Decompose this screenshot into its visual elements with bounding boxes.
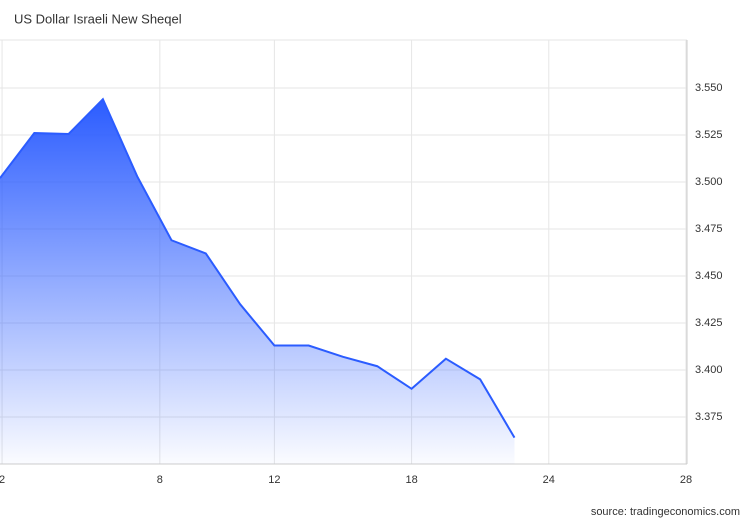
x-tick-label: 18 xyxy=(405,474,417,486)
line xyxy=(0,97,516,439)
y-tick-label: 3.500 xyxy=(695,176,723,188)
y-tick-label: 3.525 xyxy=(695,129,723,141)
y-tick-label: 3.475 xyxy=(695,223,723,235)
y-tick-label: 3.375 xyxy=(695,411,723,423)
y-tick-label: 3.450 xyxy=(695,270,723,282)
y-tick-label: 3.400 xyxy=(695,364,723,376)
x-tick-label: 24 xyxy=(543,474,555,486)
x-tick-label: 8 xyxy=(157,474,163,486)
area-fill xyxy=(0,99,515,464)
source: source: tradingeconomics.com xyxy=(591,506,740,518)
x-tick-label: 12 xyxy=(268,474,280,486)
chart-title: US Dollar Israeli New Sheqel xyxy=(14,11,182,26)
x-tick-label: 2 xyxy=(0,474,5,486)
x-tick-label: 28 xyxy=(680,474,692,486)
y-tick-label: 3.425 xyxy=(695,317,723,329)
y-tick-label: 3.550 xyxy=(695,82,723,94)
